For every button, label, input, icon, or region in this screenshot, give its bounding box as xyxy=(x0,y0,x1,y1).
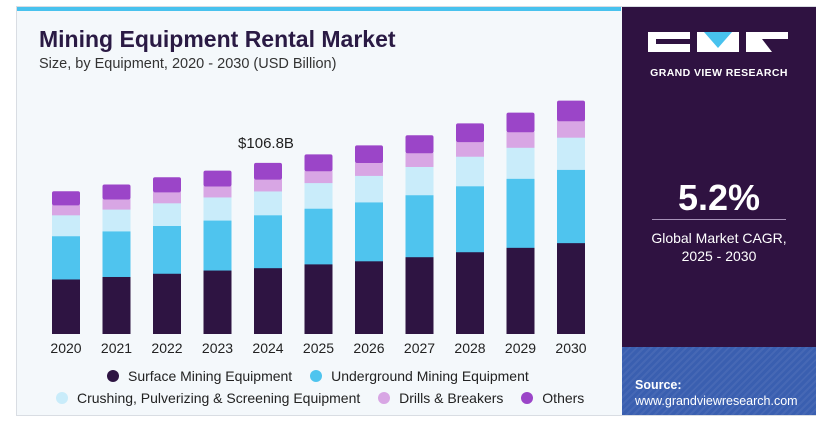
legend-row-1: Surface Mining Equipment Underground Min… xyxy=(107,368,543,385)
legend-swatch-crushing xyxy=(56,392,68,404)
bar-segment-drills-breakers-2022 xyxy=(153,191,181,204)
bar-segment-surface-mining-equipment-2024 xyxy=(254,267,282,334)
legend-item-crushing: Crushing, Pulverizing & Screening Equipm… xyxy=(56,390,360,406)
bar-chart: 2020 2021 2022 2023 2024 $106.8B 2025 2026 2027 2… xyxy=(50,100,587,356)
bar-segment-surface-mining-equipment-2028 xyxy=(456,251,484,334)
bar-segment-underground-mining-equipment-2026 xyxy=(355,202,383,262)
bar-segment-underground-mining-equipment-2024 xyxy=(254,214,282,269)
x-tick-label-2026: 2026 xyxy=(353,340,384,356)
brand-name: GRAND VIEW RESEARCH xyxy=(650,67,788,79)
bar-segment-others-2028 xyxy=(456,123,484,143)
bar-segment-surface-mining-equipment-2029 xyxy=(506,247,535,334)
legend-label-others: Others xyxy=(542,390,585,406)
bar-segment-underground-mining-equipment-2022 xyxy=(153,225,181,274)
bar-segment-surface-mining-equipment-2026 xyxy=(355,260,383,334)
bar-segment-underground-mining-equipment-2027 xyxy=(405,194,434,258)
bar-segment-others-2023 xyxy=(203,170,232,187)
bar-segment-others-2029 xyxy=(506,112,535,133)
bar-segment-crushing-pulverizing-screening-equipment-2023 xyxy=(203,197,232,221)
bar-segment-underground-mining-equipment-2025 xyxy=(304,208,333,265)
source-link[interactable]: www.grandviewresearch.com xyxy=(635,394,798,408)
bar-segment-underground-mining-equipment-2021 xyxy=(102,231,131,277)
cagr-label-line2: 2025 - 2030 xyxy=(681,248,757,264)
bar-segment-others-2025 xyxy=(304,154,333,172)
bar-segment-surface-mining-equipment-2025 xyxy=(304,263,333,334)
x-tick-label-2022: 2022 xyxy=(151,340,182,356)
bar-annotation: $106.8B xyxy=(238,135,294,152)
x-tick-label-2025: 2025 xyxy=(303,340,334,356)
x-tick-label-2021: 2021 xyxy=(101,340,132,356)
bar-segment-crushing-pulverizing-screening-equipment-2027 xyxy=(405,166,434,196)
bar-segment-crushing-pulverizing-screening-equipment-2022 xyxy=(153,202,181,227)
legend-swatch-underground xyxy=(310,370,323,382)
bar-segment-drills-breakers-2021 xyxy=(102,199,131,210)
legend-label-drills: Drills & Breakers xyxy=(399,390,504,406)
legend-swatch-drills xyxy=(378,392,391,404)
legend-item-drills: Drills & Breakers xyxy=(378,390,503,406)
legend-item-surface: Surface Mining Equipment xyxy=(107,368,292,384)
bar-segment-surface-mining-equipment-2027 xyxy=(405,256,434,334)
legend-label-surface: Surface Mining Equipment xyxy=(128,368,293,384)
x-tick-label-2024: 2024 xyxy=(252,340,283,356)
bar-segment-surface-mining-equipment-2022 xyxy=(153,273,181,334)
bar-segment-others-2022 xyxy=(153,177,181,193)
bar-segment-drills-breakers-2028 xyxy=(456,141,484,157)
chart-subtitle: Size, by Equipment, 2020 - 2030 (USD Bil… xyxy=(39,56,337,72)
bar-segment-surface-mining-equipment-2030 xyxy=(557,242,585,334)
bar-segment-crushing-pulverizing-screening-equipment-2028 xyxy=(456,156,484,187)
bar-segment-others-2030 xyxy=(557,100,585,122)
bar-segment-underground-mining-equipment-2028 xyxy=(456,185,484,253)
bar-segment-surface-mining-equipment-2023 xyxy=(203,270,232,334)
bar-segment-drills-breakers-2020 xyxy=(52,204,80,216)
bar-segment-drills-breakers-2030 xyxy=(557,120,585,138)
bar-segment-underground-mining-equipment-2023 xyxy=(203,220,232,271)
bar-segment-crushing-pulverizing-screening-equipment-2026 xyxy=(355,175,383,203)
bar-segment-others-2020 xyxy=(52,191,80,206)
source-box: Source: www.grandviewresearch.com xyxy=(622,347,816,415)
bar-segment-surface-mining-equipment-2021 xyxy=(102,276,131,334)
bar-segment-drills-breakers-2029 xyxy=(506,131,535,148)
legend-label-underground: Underground Mining Equipment xyxy=(331,368,529,384)
cagr-label: Global Market CAGR, 2025 - 2030 xyxy=(622,229,816,265)
bar-segment-underground-mining-equipment-2029 xyxy=(506,178,535,248)
x-tick-label-2028: 2028 xyxy=(454,340,485,356)
bar-segment-crushing-pulverizing-screening-equipment-2024 xyxy=(254,191,282,216)
legend-swatch-others xyxy=(521,392,534,404)
bar-segment-crushing-pulverizing-screening-equipment-2025 xyxy=(304,182,333,209)
brand-logo xyxy=(648,32,788,52)
legend-swatch-surface xyxy=(107,370,119,382)
x-tick-label-2020: 2020 xyxy=(50,340,81,356)
legend-item-others: Others xyxy=(521,390,584,406)
cagr-value: 5.2% xyxy=(677,177,761,218)
bar-segment-underground-mining-equipment-2030 xyxy=(557,169,585,244)
bar-segment-surface-mining-equipment-2020 xyxy=(52,279,80,334)
x-tick-label-2029: 2029 xyxy=(505,340,536,356)
source-label: Source: xyxy=(635,378,682,392)
cagr-divider xyxy=(652,219,786,220)
bar-segment-underground-mining-equipment-2020 xyxy=(52,235,80,280)
bar-segment-others-2024 xyxy=(254,162,282,180)
bar-segment-drills-breakers-2026 xyxy=(355,162,383,176)
bar-segment-drills-breakers-2023 xyxy=(203,186,232,198)
bar-segment-crushing-pulverizing-screening-equipment-2021 xyxy=(102,209,131,232)
bar-segment-drills-breakers-2027 xyxy=(405,152,434,167)
x-tick-label-2027: 2027 xyxy=(404,340,435,356)
sidebar-panel: GRAND VIEW RESEARCH 5.2% Global Market C… xyxy=(622,7,816,415)
bar-segment-others-2021 xyxy=(102,184,131,200)
legend-row-2: Crushing, Pulverizing & Screening Equipm… xyxy=(56,390,598,407)
legend-item-underground: Underground Mining Equipment xyxy=(310,368,529,384)
bar-segment-others-2026 xyxy=(355,145,383,164)
bar-segment-crushing-pulverizing-screening-equipment-2020 xyxy=(52,214,80,237)
bar-segment-crushing-pulverizing-screening-equipment-2030 xyxy=(557,137,585,170)
bar-segment-crushing-pulverizing-screening-equipment-2029 xyxy=(506,147,535,179)
x-tick-label-2030: 2030 xyxy=(555,340,586,356)
accent-bar xyxy=(17,7,621,11)
cagr-label-line1: Global Market CAGR, xyxy=(651,230,787,246)
chart-title: Mining Equipment Rental Market xyxy=(39,26,396,52)
bar-segment-drills-breakers-2025 xyxy=(304,170,333,184)
legend-label-crushing: Crushing, Pulverizing & Screening Equipm… xyxy=(77,390,361,406)
bar-segment-others-2027 xyxy=(405,135,434,154)
bar-segment-drills-breakers-2024 xyxy=(254,179,282,192)
x-tick-label-2023: 2023 xyxy=(202,340,233,356)
